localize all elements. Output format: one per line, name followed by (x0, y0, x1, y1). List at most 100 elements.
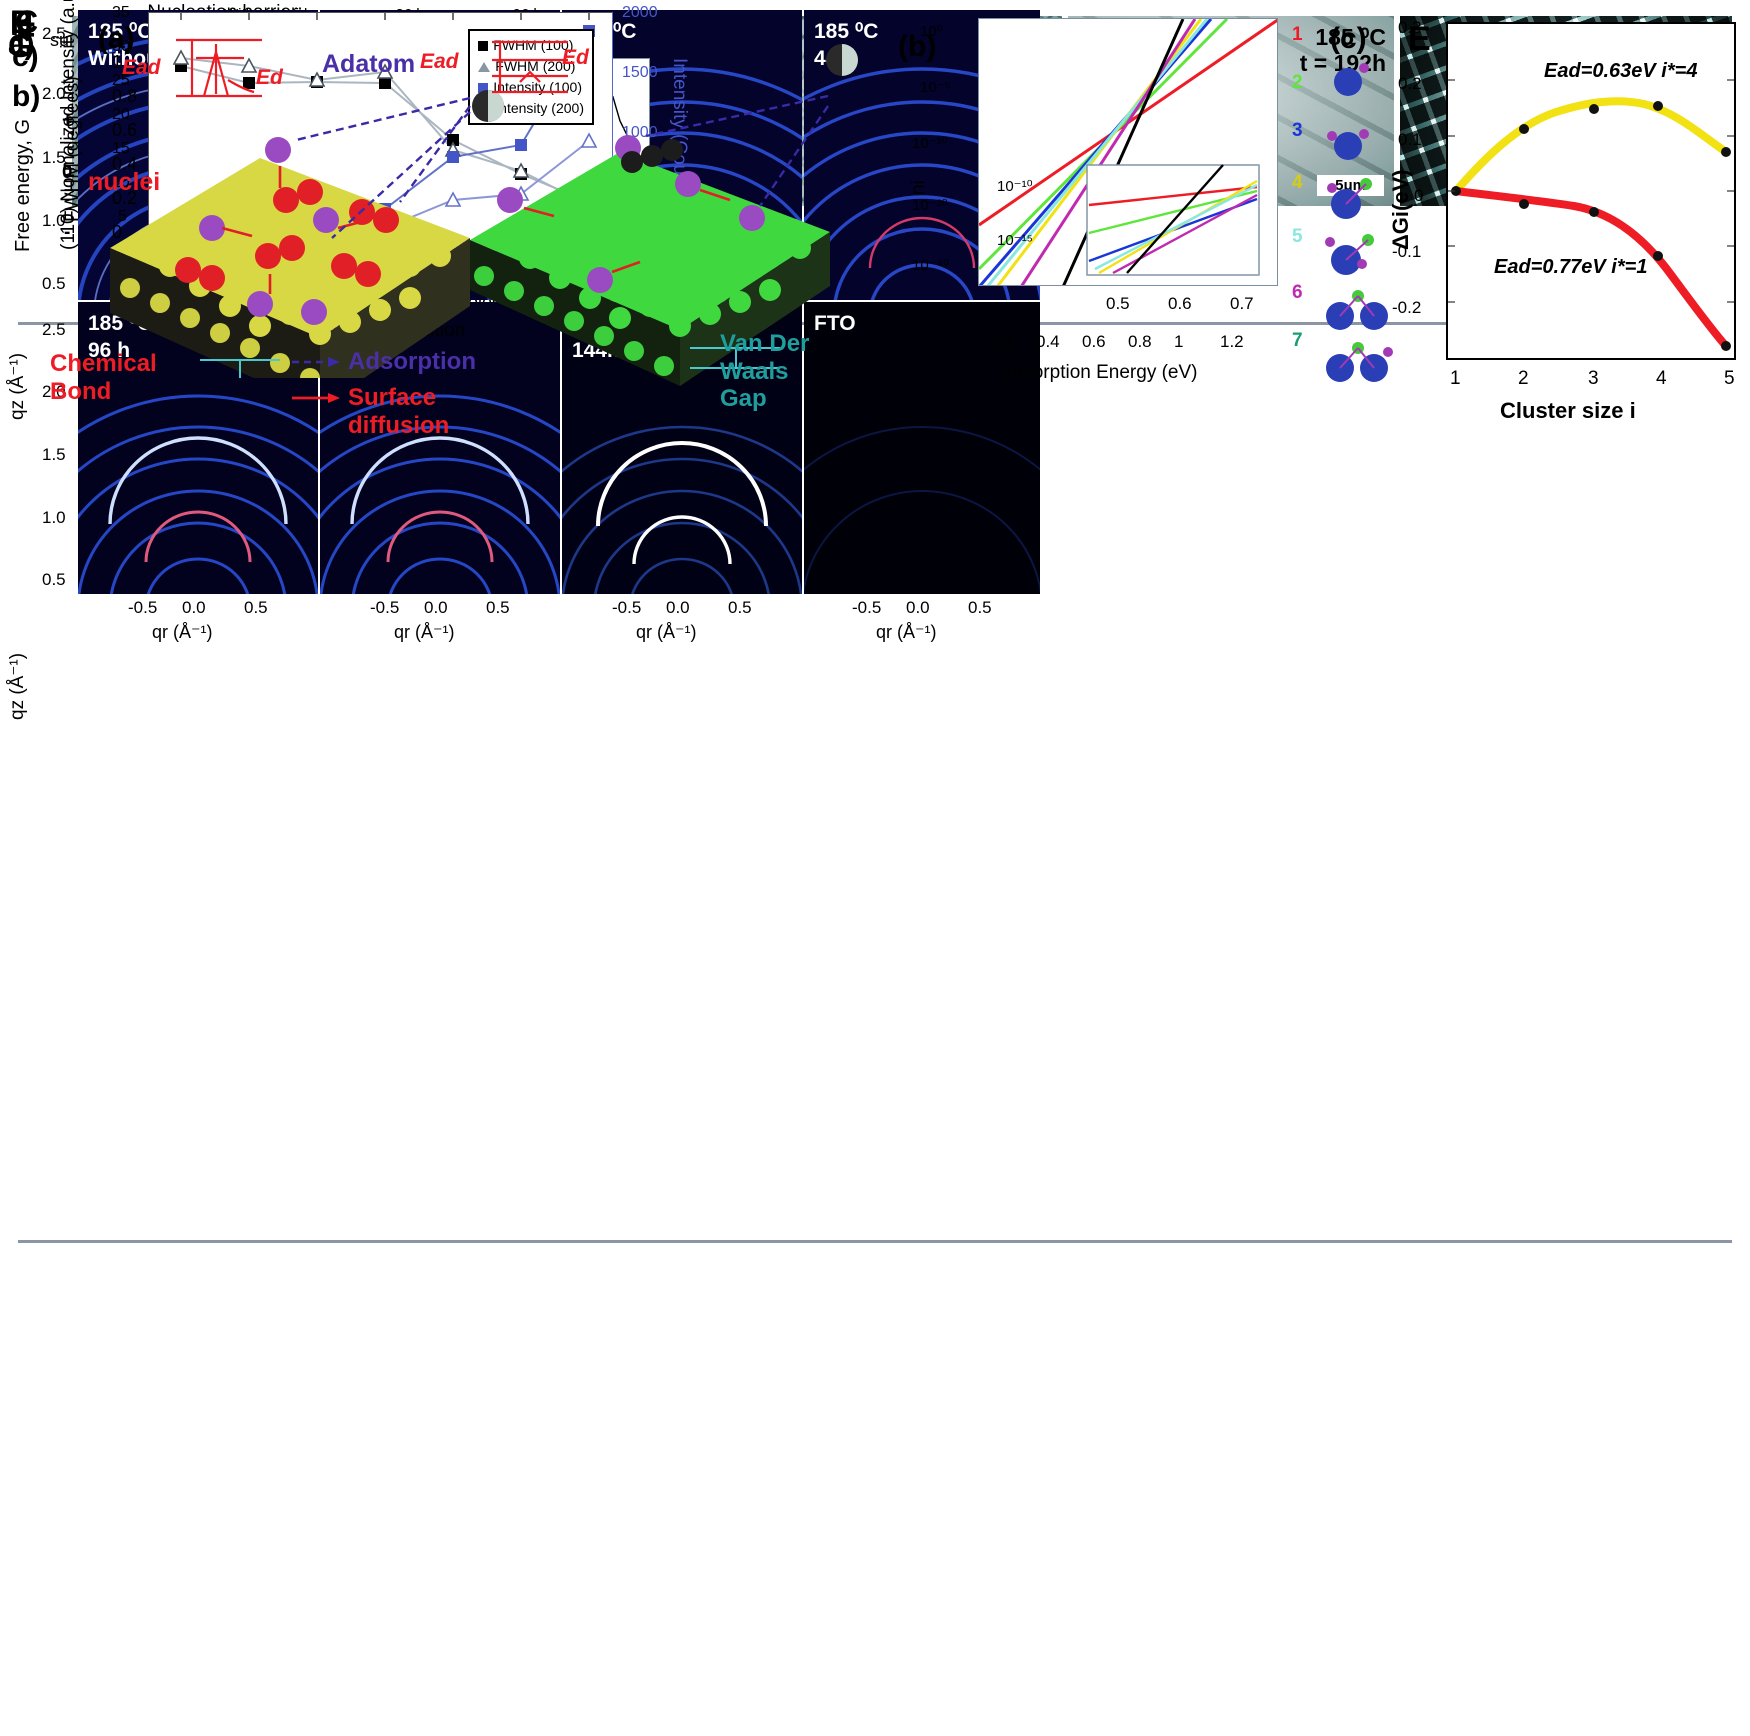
panel-cc-curves (1448, 79, 1734, 351)
f-ytick-t2: 1.5 (42, 148, 66, 167)
cluster-index-4: 4 (1292, 172, 1303, 193)
giwaxs-pattern-7 (804, 302, 1040, 594)
cc-ytick-m0-2: -0.2 (1392, 298, 1422, 317)
cluster-index-2: 2 (1292, 72, 1303, 93)
giwaxs-pattern-5 (320, 302, 560, 594)
panel-f-ylabel-bottom: qz (Å⁻¹) (7, 652, 28, 720)
h-ytick2-2000: 2000 (622, 4, 658, 21)
panel-b-ytick-plus: + (62, 110, 74, 131)
cluster-index-6: 6 (1292, 282, 1303, 303)
panel-b-ytick-zero: 0 (62, 162, 73, 183)
cb-xtick-1: 0.4 (1036, 332, 1060, 351)
h-ytick-35: 35 (112, 4, 130, 21)
adsorption-label: Adsorption (348, 348, 476, 375)
g-ytick-1-0: 1 (112, 52, 123, 72)
f-xlabel-0: qr (Å⁻¹) (152, 622, 213, 642)
panel-ca-tag: (a) (98, 22, 135, 55)
energy-barrier-inset-left (176, 38, 262, 98)
g-ytick-0-0: 0 (112, 222, 123, 242)
f-xtick-0-1: 0.0 (182, 598, 206, 617)
cc-ytick-m0-1: -0.1 (1392, 242, 1422, 261)
g-ytick-0-6: 0.6 (112, 120, 138, 140)
cluster-index-3: 3 (1292, 120, 1303, 141)
h-ytick-15: 15 (112, 140, 130, 157)
f-ytick-b3: 1.0 (42, 508, 66, 527)
van-der-waals-gap-label: Van Der Waals Gap (720, 330, 810, 413)
f-ytick-b0: 2.5 (42, 320, 66, 339)
panel-cc-tag: (c) (1330, 22, 1367, 55)
giwaxs-tile-7: FTO (804, 302, 1040, 594)
g-ytick-0-4: 0.4 (112, 154, 138, 174)
giwaxs-label-7: FTO (814, 312, 856, 335)
cb-xtick-5: 1.2 (1220, 332, 1244, 351)
cc-ytick-0-1: 0.1 (1398, 130, 1422, 149)
h-ytick-5: 5 (118, 208, 127, 225)
adatom-label: Adatom (322, 50, 416, 78)
h-ytick-20: 20 (112, 106, 130, 123)
cb-xtick-0: 0.2 (990, 332, 1014, 351)
h-ytick-10: 10 (112, 174, 130, 191)
cb-ytick-0: 10⁰ (920, 23, 943, 40)
f-xtick-2-0: -0.5 (612, 598, 642, 617)
row-label-a: a) (8, 28, 35, 61)
solid-arrow-icon (292, 393, 340, 403)
panel-h-tag: H (10, 6, 34, 42)
Ead-label-right: Ead (420, 50, 459, 73)
cluster-index-5: 5 (1292, 226, 1303, 247)
f-xtick-0-0: -0.5 (128, 598, 158, 617)
cc-ytick-0-2: 0.2 (1398, 74, 1422, 93)
cc-xtick-4: 4 (1656, 368, 1667, 389)
cb-ytick-2: 10⁻¹⁰ (912, 135, 948, 152)
g-ytick-0-8: 0.8 (112, 86, 138, 106)
g-ytick-0-2: 0.2 (112, 188, 138, 208)
cb-xtick-2: 0.6 (1082, 332, 1106, 351)
cluster-index-1: 1 (1292, 24, 1303, 45)
f-xtick-3-1: 0.0 (906, 598, 930, 617)
Ead-label-left: Ead (122, 56, 161, 79)
h-legend-marker-1 (478, 61, 491, 72)
panel-cb-xlabel: Adsorption Energy (eV) (1000, 362, 1198, 383)
cb-ytick-1: 10⁻⁵ (920, 79, 951, 96)
f-ytick-b1: 2.0 (42, 382, 66, 401)
cb-inset-xtick-2: 0.7 (1230, 294, 1254, 313)
f-xtick-2-1: 0.0 (666, 598, 690, 617)
f-xtick-1-0: -0.5 (370, 598, 400, 617)
h-ytick2-1500: 1500 (622, 64, 658, 81)
panel-cc-plot-area: Ead=0.63eV i*=4 Ead=0.77eV i*=1 (1446, 22, 1736, 360)
Ed-label-right: Ed (562, 46, 589, 69)
cb-inset-ytick-1: 10⁻¹⁵ (997, 232, 1033, 249)
panel-cb-ylabel: ni (908, 180, 929, 195)
surface-diffusion-label: Surface diffusion (348, 384, 450, 439)
panel-f-tag: F (16, 16, 36, 52)
f-ytick-b4: 0.5 (42, 570, 66, 589)
f-xtick-2-2: 0.5 (728, 598, 752, 617)
cc-xtick-3: 3 (1588, 368, 1599, 389)
panel-cb-tag: (b) (898, 30, 937, 63)
cb-inset-xtick-1: 0.6 (1168, 294, 1192, 313)
Ed-label-left: Ed (256, 66, 283, 89)
yellow-crystal-slab (110, 96, 471, 378)
h-ytick-25: 25 (112, 72, 130, 89)
cc-ytick-0-3: 0.3 (1398, 18, 1422, 37)
cc-annotation-red: Ead=0.77eV i*=1 (1494, 256, 1648, 278)
f-ytick-t0: 2.5 (42, 24, 66, 43)
cb-ytick-4: 10⁻⁴⁰ (912, 257, 950, 274)
cc-annotation-yellow: Ead=0.63eV i*=4 (1544, 60, 1698, 82)
panel-c-tag: C (15, 4, 39, 40)
f-xtick-3-2: 0.5 (968, 598, 992, 617)
giwaxs-tile-5: 185 ⁰C144 h (320, 302, 560, 594)
row-c-atomistic: c) (a) Ead Ed Adatom nuclei (0, 0, 1750, 491)
incoming-molecule-right (826, 44, 858, 76)
f-xlabel-1: qr (Å⁻¹) (394, 622, 455, 642)
row-label-c: c) (12, 40, 39, 73)
cb-xtick-4: 1 (1174, 332, 1184, 351)
f-xtick-3-0: -0.5 (852, 598, 882, 617)
h-ytick-30: 30 (112, 38, 130, 55)
h-legend-label-1: FWHM (200) (495, 58, 576, 74)
panel-cb-plot-area: 10⁻¹⁰ 10⁻¹⁵ (978, 18, 1278, 286)
h-legend-marker-0 (478, 40, 489, 51)
f-xtick-1-1: 0.0 (424, 598, 448, 617)
panel-b-ytick-minus: - (64, 222, 71, 243)
h-legend-marker-2 (478, 82, 489, 93)
divider-2 (18, 1240, 1732, 1243)
